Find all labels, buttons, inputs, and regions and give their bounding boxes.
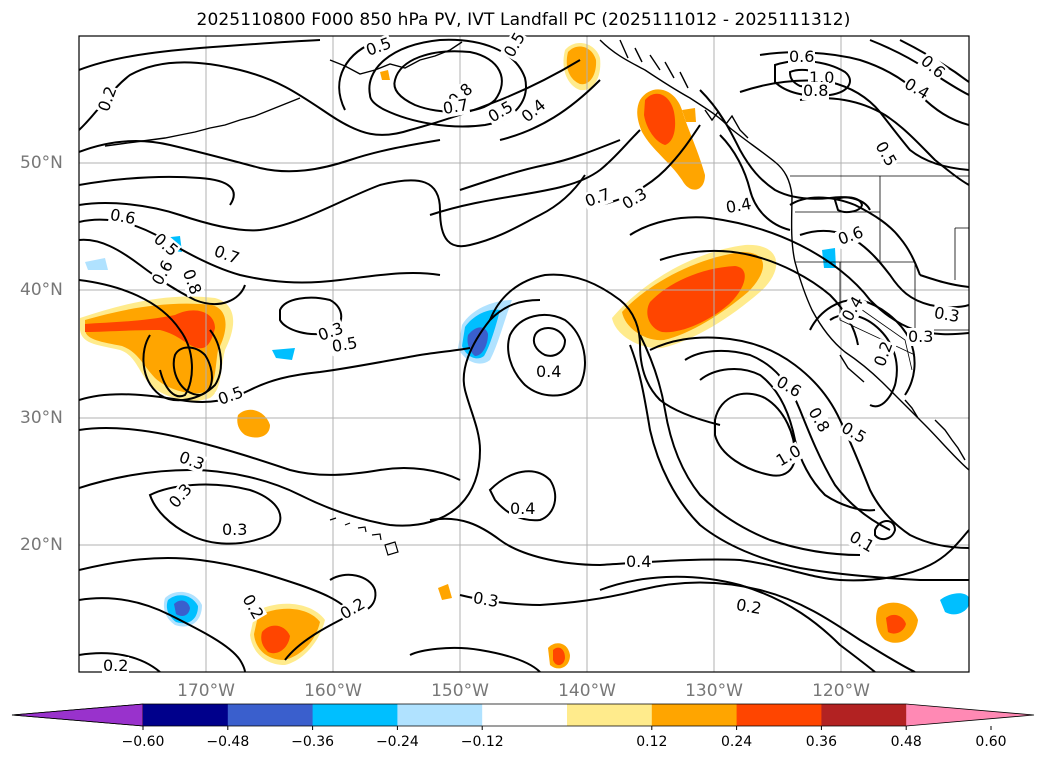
colorbar-bin <box>651 704 738 726</box>
colorbar-tick-label: −0.12 <box>460 734 504 750</box>
shading-patches <box>80 43 969 669</box>
contour-label: 0.6 <box>788 47 816 66</box>
lon-label-140w: 140°W <box>558 681 616 701</box>
lon-label-150w: 150°W <box>431 681 489 701</box>
shade-red-ne <box>647 266 745 333</box>
map-title: 2025110800 F000 850 hPa PV, IVT Landfall… <box>196 10 851 30</box>
contour-label: 0.4 <box>509 499 537 518</box>
colorbar-tick-label: −0.60 <box>121 734 165 750</box>
colorbar-bin <box>821 704 907 726</box>
colorbar-tick-label: 0.48 <box>890 734 922 750</box>
hawaii-islands <box>329 517 399 556</box>
lon-label-130w: 130°W <box>685 681 743 701</box>
colorbar-tick-label: −0.36 <box>291 734 335 750</box>
colorbar-bin <box>143 704 229 726</box>
colorbar-bin <box>736 704 822 726</box>
colorbar-tick-label: 0.12 <box>636 734 668 750</box>
colorbar-extend-high <box>906 704 1034 726</box>
colorbar-bin <box>397 704 483 726</box>
colorbar-tick-label: −0.48 <box>206 734 250 750</box>
colorbar-tick-label: 0.60 <box>975 734 1007 750</box>
colorbar-tick-label: 0.24 <box>721 734 753 750</box>
contour-label: 0.2 <box>102 656 130 675</box>
colorbar-tick-label: 0.36 <box>805 734 837 750</box>
colorbar <box>11 703 1035 730</box>
contour-label: 0.8 <box>802 81 830 100</box>
contour-label: 0.4 <box>625 552 653 571</box>
lat-label-40n: 40°N <box>20 280 63 300</box>
lon-label-160w: 160°W <box>304 681 362 701</box>
contour-label: 0.3 <box>907 327 935 346</box>
contour-label: 0.3 <box>221 520 249 539</box>
colorbar-tick-label: −0.24 <box>375 734 419 750</box>
lat-label-30n: 30°N <box>20 408 63 428</box>
lon-label-120w: 120°W <box>812 681 870 701</box>
colorbar-bin <box>227 704 314 726</box>
colorbar-extend-low <box>11 703 144 727</box>
colorbar-bin <box>312 704 398 726</box>
lat-label-20n: 20°N <box>20 535 63 555</box>
colorbar-bin <box>567 704 653 726</box>
lon-label-170w: 170°W <box>177 681 235 701</box>
lat-label-50n: 50°N <box>20 153 63 173</box>
contour-label: 0.4 <box>535 362 563 381</box>
colorbar-bin <box>482 704 568 726</box>
